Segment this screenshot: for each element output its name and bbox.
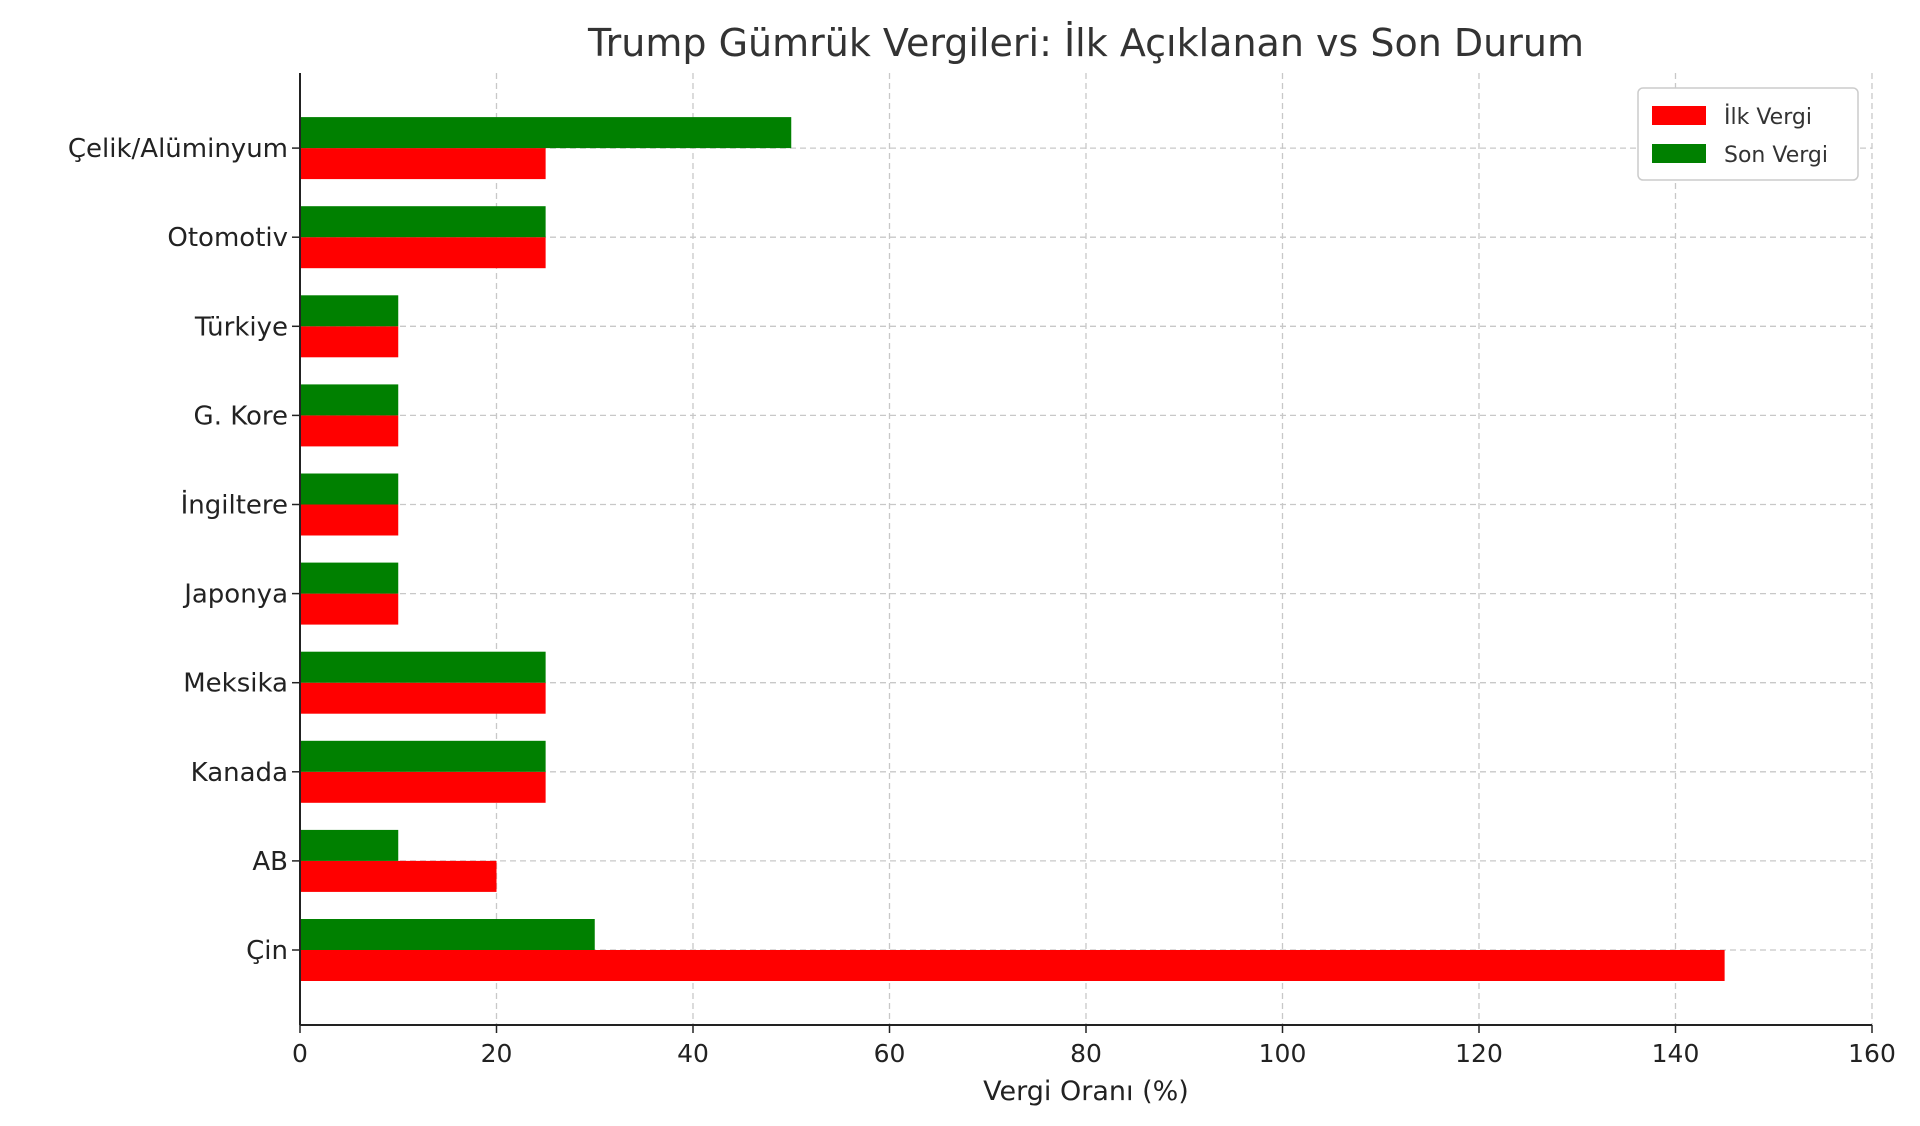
x-tick-label: 140 bbox=[1652, 1039, 1700, 1068]
grid bbox=[299, 73, 1873, 1025]
bar-son-vergi bbox=[300, 117, 792, 149]
y-tick-label: İngiltere bbox=[181, 489, 288, 521]
bar-ilk-vergi bbox=[300, 682, 546, 714]
x-tick-label: 40 bbox=[677, 1039, 709, 1068]
bar-ilk-vergi bbox=[300, 326, 399, 358]
bar-son-vergi bbox=[300, 651, 546, 683]
bar-son-vergi bbox=[300, 384, 399, 416]
x-tick-label: 0 bbox=[292, 1039, 308, 1068]
bars bbox=[300, 117, 1725, 981]
bar-son-vergi bbox=[300, 206, 546, 238]
x-axis-label: Vergi Oranı (%) bbox=[983, 1076, 1189, 1107]
x-tick-label: 80 bbox=[1070, 1039, 1102, 1068]
bar-ilk-vergi bbox=[300, 950, 1725, 981]
bar-son-vergi bbox=[300, 562, 399, 594]
legend-label: Son Vergi bbox=[1724, 143, 1828, 168]
x-tick-label: 20 bbox=[481, 1039, 513, 1068]
bar-ilk-vergi bbox=[300, 237, 546, 269]
legend-label: İlk Vergi bbox=[1724, 104, 1812, 130]
bar-son-vergi bbox=[300, 919, 595, 950]
legend-swatch bbox=[1652, 144, 1706, 163]
y-tick-label: Çin bbox=[246, 936, 288, 966]
x-tick-label: 60 bbox=[874, 1039, 906, 1068]
bar-son-vergi bbox=[300, 740, 546, 772]
y-tick-label: Meksika bbox=[183, 669, 288, 699]
y-tick-label: G. Kore bbox=[194, 401, 288, 431]
x-tick-label: 100 bbox=[1259, 1039, 1307, 1068]
bar-ilk-vergi bbox=[300, 860, 497, 892]
bar-ilk-vergi bbox=[300, 148, 546, 180]
y-tick-label: Otomotiv bbox=[167, 223, 288, 253]
x-tick-label: 120 bbox=[1455, 1039, 1503, 1068]
bar-ilk-vergi bbox=[300, 504, 399, 536]
bar-son-vergi bbox=[300, 473, 399, 505]
bar-ilk-vergi bbox=[300, 415, 399, 447]
bar-son-vergi bbox=[300, 295, 399, 327]
axes: 0 20 40 60 80 100 120 140 160 Çin AB Kanada Meksika J… bbox=[68, 73, 1896, 1068]
y-tick-label: AB bbox=[252, 847, 288, 877]
legend: İlk Vergi Son Vergi bbox=[1637, 87, 1859, 181]
bar-son-vergi bbox=[300, 829, 399, 861]
y-tick-label: Çelik/Alüminyum bbox=[68, 134, 288, 164]
y-tick-label: Japonya bbox=[182, 580, 288, 610]
y-tick-label: Kanada bbox=[191, 758, 288, 788]
legend-swatch bbox=[1652, 106, 1706, 125]
bar-ilk-vergi bbox=[300, 771, 546, 803]
x-tick-label: 160 bbox=[1848, 1039, 1896, 1068]
y-tick-label: Türkiye bbox=[194, 312, 288, 342]
bar-ilk-vergi bbox=[300, 593, 399, 625]
chart-title: Trump Gümrük Vergileri: İlk Açıklanan vs… bbox=[587, 21, 1584, 65]
